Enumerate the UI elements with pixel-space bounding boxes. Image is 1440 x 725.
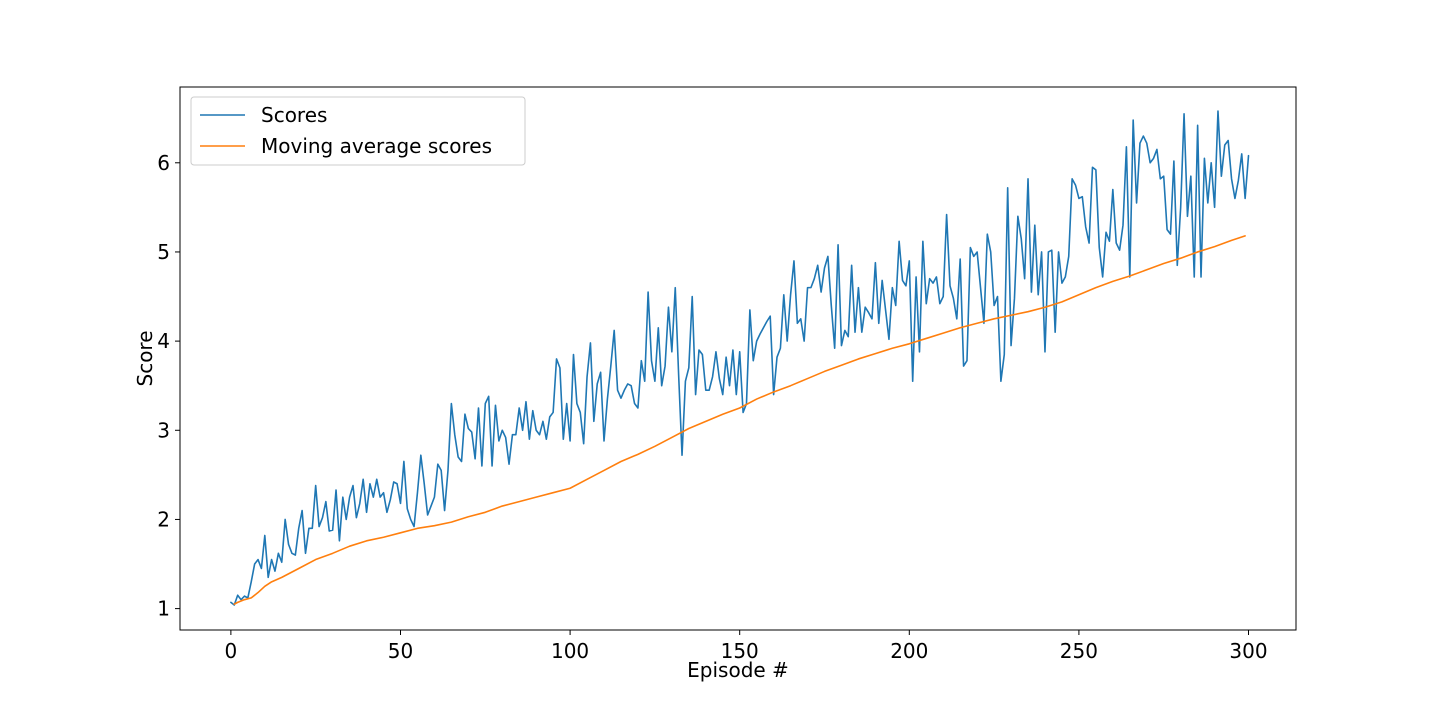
- x-tick-label: 250: [1060, 639, 1098, 663]
- series-line-scores: [230, 110, 1250, 606]
- y-tick-label: 4: [157, 329, 170, 353]
- y-tick-label: 6: [157, 151, 170, 175]
- series-line-moving-average: [233, 235, 1246, 605]
- y-axis-label: Score: [133, 330, 157, 386]
- legend-label-moving-average: Moving average scores: [261, 134, 492, 158]
- axes: 0 50 100 150 200 250 300 1 2 3 4 5 6: [157, 86, 1297, 663]
- y-tick-label: 3: [157, 418, 170, 442]
- legend-label-scores: Scores: [261, 103, 327, 127]
- y-tick-label: 5: [157, 240, 170, 264]
- y-tick-label: 1: [157, 597, 170, 621]
- x-tick-label: 300: [1229, 639, 1267, 663]
- x-tick-label: 50: [388, 639, 413, 663]
- y-tick-label: 2: [157, 507, 170, 531]
- legend-box: [190, 96, 526, 166]
- axes-frame: [179, 86, 1297, 631]
- plot-area: [230, 110, 1250, 606]
- x-tick-label: 0: [225, 639, 238, 663]
- x-tick-label: 100: [551, 639, 589, 663]
- legend: Scores Moving average scores: [190, 96, 526, 166]
- x-tick-label: 200: [890, 639, 928, 663]
- x-tick-label: 150: [721, 639, 759, 663]
- x-axis-label: Episode #: [687, 658, 789, 682]
